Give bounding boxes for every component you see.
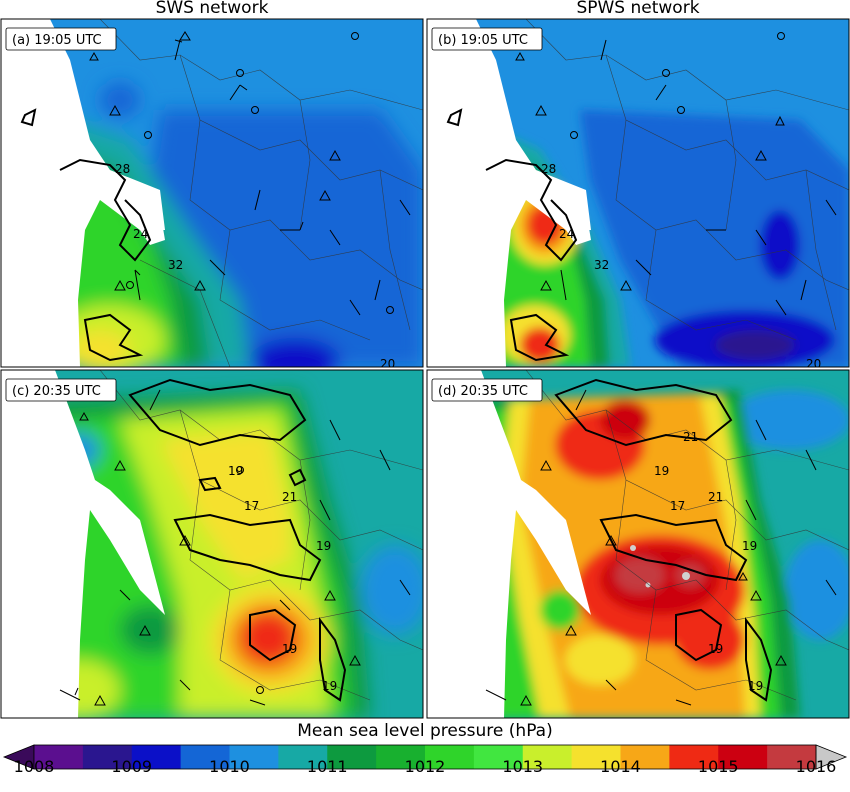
panel-d-station-19a: 19 [654,464,669,478]
panel-b-station-20: 20 [806,357,821,371]
panel-c-station-19b: 19 [316,539,331,553]
colorbar-tick-label: 1008 [13,757,55,776]
panel-c-label: (c) 20:35 UTC [12,384,101,399]
colorbar-frame [33,744,817,770]
colorbar-tick-label: 1012 [404,757,446,776]
colorbar-tick-label: 1013 [502,757,544,776]
colorbar-tick-label: 1016 [795,757,837,776]
title-sws-network: SWS network [155,0,269,18]
panel-c-station-21: 21 [282,490,297,504]
colorbar-swatch [34,745,84,769]
colorbar [2,744,848,770]
colorbar-swatch [131,745,182,769]
colorbar-tick-label: 1009 [111,757,153,776]
panel-c-map: 19 21 17 19 19 19 [1,370,423,718]
colorbar-swatch [180,745,230,769]
panel-d-label: (d) 20:35 UTC [438,384,528,399]
panel-b-station-24: 24 [559,227,574,241]
panel-c-station-19c: 19 [282,642,297,656]
colorbar-swatch [473,745,524,769]
panel-a-station-20: 20 [380,357,395,371]
colorbar-swatch [620,745,670,769]
colorbar-swatch [425,745,475,769]
colorbar-tick-label: 1010 [209,757,250,776]
colorbar-swatch [718,745,768,769]
colorbar-title: Mean sea level pressure (hPa) [297,721,553,741]
panel-d-station-19c: 19 [708,642,723,656]
panel-b-map: 28 24 32 20 [427,19,849,371]
panel-a-map: 28 24 32 20 [1,19,423,371]
colorbar-swatch [767,745,817,769]
colorbar-tick-label: 1015 [697,757,739,776]
panel-c-station-17: 17 [244,499,259,513]
panel-d-station-17: 17 [670,499,685,513]
title-spws-network: SPWS network [576,0,700,18]
panel-b-station-28: 28 [541,162,556,176]
colorbar-tick-label: 1014 [600,757,641,776]
panel-b-label: (b) 19:05 UTC [438,33,528,48]
colorbar-tick-label: 1011 [306,757,348,776]
panel-d-map: 21 19 21 17 19 19 19 [427,370,849,718]
colorbar-swatch [229,745,279,769]
panel-a-label: (a) 19:05 UTC [12,33,102,48]
panel-d-station-21b: 21 [708,490,723,504]
colorbar-swatch [327,745,377,769]
colorbar-swatch [376,745,426,769]
panel-d-station-19b: 19 [742,539,757,553]
panel-c-station-19d: 19 [322,679,337,693]
colorbar-swatch [522,745,573,769]
panel-b-station-32: 32 [594,258,609,272]
colorbar-swatch [278,745,328,769]
panel-d-station-19d: 19 [748,679,763,693]
panel-a-station-32: 32 [168,258,183,272]
colorbar-swatch [571,745,621,769]
panel-a-station-28: 28 [115,162,130,176]
panel-c-station-19a: 19 [228,464,243,478]
panel-a-station-24: 24 [133,227,148,241]
colorbar-swatch [669,745,719,769]
panel-d-station-21a: 21 [683,430,698,444]
colorbar-swatch [82,745,133,769]
